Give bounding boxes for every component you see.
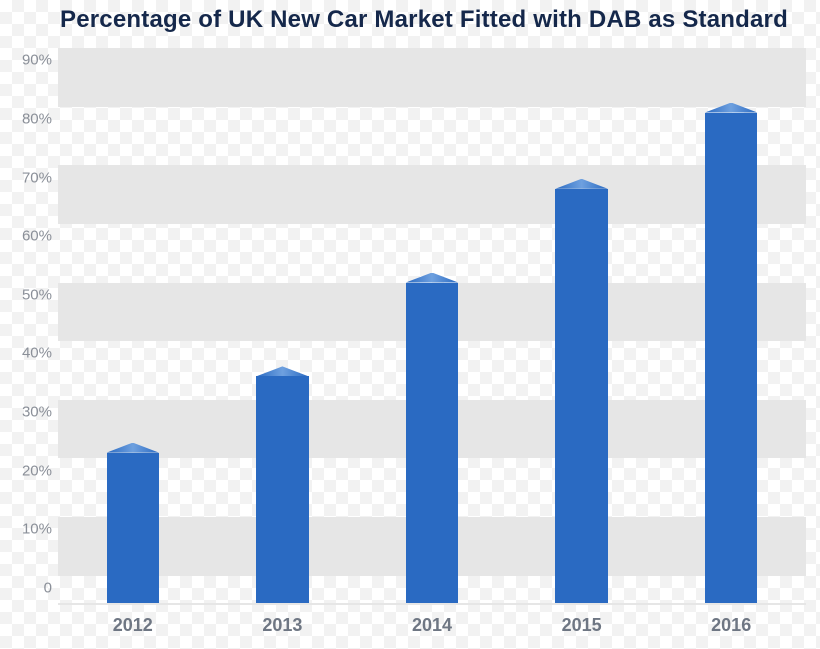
- y-tick-label: 30%: [6, 404, 52, 421]
- x-tick-label: 2014: [412, 615, 452, 636]
- y-tick-label: 50%: [6, 286, 52, 303]
- bar-cap: [256, 366, 308, 376]
- y-axis-labels: 0 10% 20% 30% 40% 50% 60% 70% 80% 90%: [6, 48, 52, 605]
- y-tick-label: 60%: [6, 228, 52, 245]
- y-tick-label: 0: [6, 580, 52, 597]
- x-tick-label: 2013: [262, 615, 302, 636]
- bar-cap: [406, 273, 458, 283]
- bars-container: [58, 48, 806, 605]
- y-tick-label: 80%: [6, 110, 52, 127]
- x-tick-label: 2012: [113, 615, 153, 636]
- bar: [555, 189, 607, 605]
- bar: [107, 453, 159, 605]
- y-tick-label: 10%: [6, 521, 52, 538]
- y-tick-label: 90%: [6, 52, 52, 69]
- bar-cap: [705, 103, 757, 113]
- bar: [705, 113, 757, 606]
- y-tick-label: 20%: [6, 462, 52, 479]
- y-tick-label: 40%: [6, 345, 52, 362]
- bar: [256, 376, 308, 605]
- y-tick-label: 70%: [6, 169, 52, 186]
- bar: [406, 283, 458, 605]
- plot-area: 010%20%30%40%50%60%70%80%90%: [58, 48, 806, 605]
- bar-cap: [555, 179, 607, 189]
- x-tick-label: 2015: [562, 615, 602, 636]
- x-axis-baseline: [58, 603, 806, 605]
- x-tick-label: 2016: [711, 615, 751, 636]
- x-axis-labels: 2012 2013 2014 2015 2016: [58, 611, 806, 643]
- bar-cap: [107, 443, 159, 453]
- chart-title: Percentage of UK New Car Market Fitted w…: [60, 6, 800, 34]
